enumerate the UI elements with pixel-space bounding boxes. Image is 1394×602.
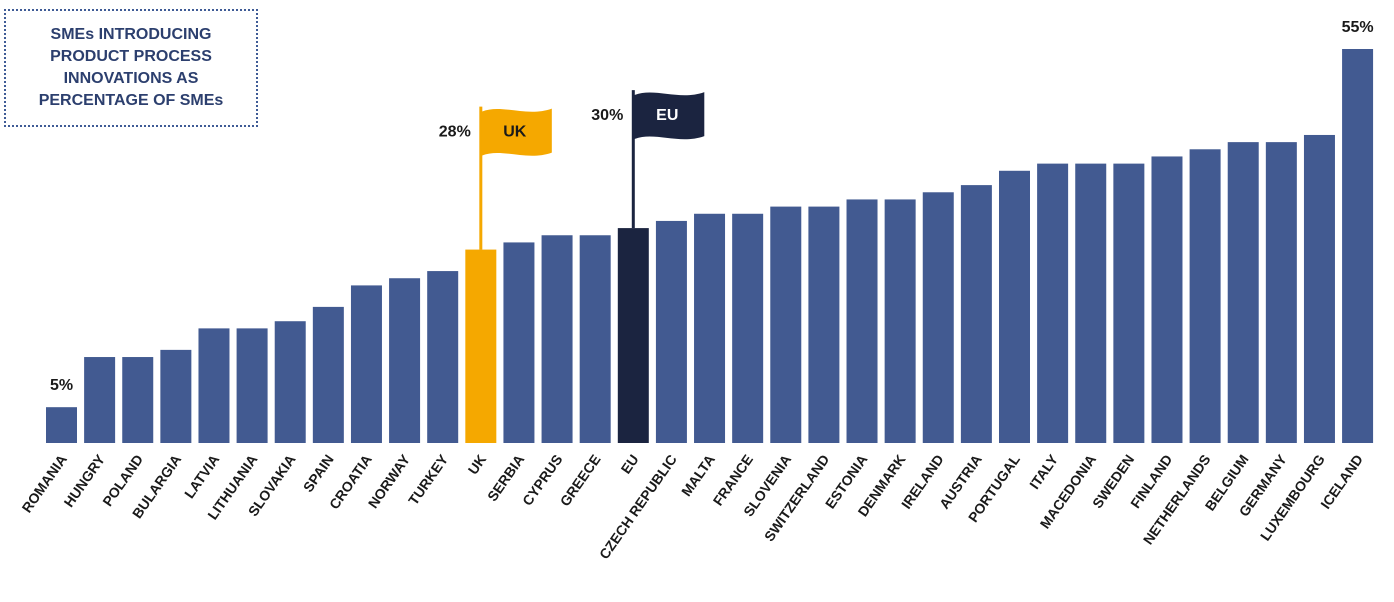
x-tick-label: NETHERLANDS [1140,452,1214,548]
flag-value-label: 28% [439,124,471,141]
bar-greece [579,235,611,443]
x-tick-label: TURKEY [405,451,452,508]
flag-eu: EU 30% [591,90,705,229]
bar-macedonia [1075,163,1107,444]
bar-turkey [427,271,459,443]
bar-malta [694,213,726,443]
x-tick-label: LATVIA [181,452,223,502]
bar-slovenia [770,206,802,443]
bar-serbia [503,242,535,443]
bar-netherlands [1189,149,1221,444]
bar-ireland [922,192,954,443]
flag-uk: UK 28% [439,106,552,250]
chart-title-box: SMEs INTRODUCING PRODUCT PROCESS INNOVAT… [4,9,258,127]
bar-croatia [350,285,382,443]
data-label: 55% [1342,19,1374,36]
x-tick-label: EU [617,452,641,477]
data-label: 5% [50,377,73,394]
bar-germany [1265,142,1297,444]
bar-romania [46,407,77,443]
bar-hungry [84,357,116,443]
x-tick-label: MALTA [678,452,718,500]
bar-uk [465,249,497,443]
bar-estonia [846,199,878,443]
bar-slovakia [274,321,306,443]
bar-denmark [884,199,916,443]
bar-iceland [1342,49,1374,443]
bar-belgium [1227,142,1259,444]
bar-eu [617,228,649,443]
bar-italy [1037,163,1069,444]
bar-norway [389,278,421,443]
bar-poland [122,357,154,443]
flag-banner [634,92,705,140]
x-tick-label: UK [465,452,490,478]
bar-portugal [999,170,1030,444]
x-tick-label: CZECH REPUBLIC [596,452,680,562]
bar-switzerland [808,206,840,443]
bar-bulargia [160,349,192,443]
flag-label: EU [656,107,678,124]
bar-sweden [1113,163,1145,444]
bar-czech-republic [655,220,687,443]
x-tick-label: ROMANIA [18,452,69,516]
bar-spain [312,306,344,443]
bar-cyprus [541,235,573,443]
bar-latvia [198,328,230,443]
flag-banner [481,108,552,156]
bar-france [732,213,764,443]
chart-title: SMEs INTRODUCING PRODUCT PROCESS INNOVAT… [38,26,224,109]
x-tick-label: ITALY [1026,451,1061,492]
bar-finland [1151,156,1183,444]
bar-austria [960,185,992,444]
bar-luxembourg [1303,134,1335,444]
bar-lithuania [236,328,268,443]
flag-value-label: 30% [591,107,623,124]
flag-label: UK [503,124,527,141]
x-tick-label: SPAIN [300,452,337,495]
